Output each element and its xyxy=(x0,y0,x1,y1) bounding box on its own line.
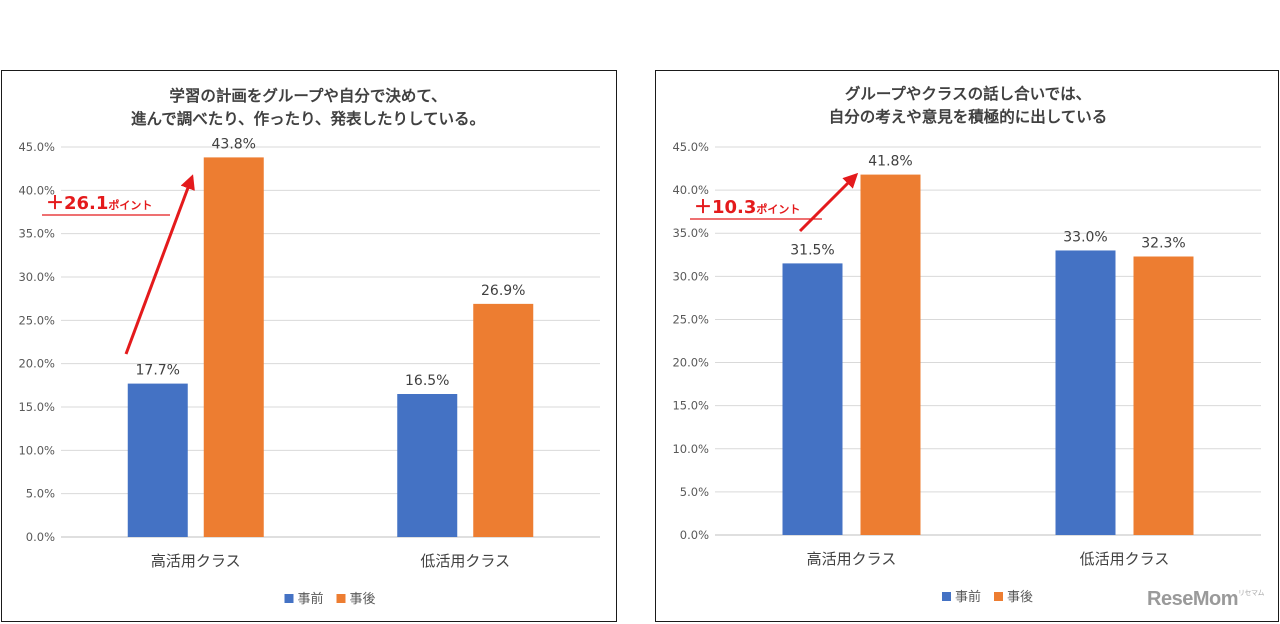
data-label: 32.3% xyxy=(1141,236,1185,252)
increase-label: ＋26.1ポイント xyxy=(46,193,152,214)
legend-swatch-after xyxy=(336,594,346,603)
y-tick-label: 25.0% xyxy=(18,313,55,327)
y-tick-label: 20.0% xyxy=(672,356,709,370)
legend-swatch-before xyxy=(284,594,294,603)
increase-annotation: ＋10.3ポイント xyxy=(694,197,800,218)
y-tick-label: 40.0% xyxy=(18,183,55,197)
y-tick-label: 5.0% xyxy=(26,487,55,501)
chart-panel-right: グループやクラスの話し合いでは、 自分の考えや意見を積極的に出している 0.0% 5.… xyxy=(655,70,1279,622)
data-label: 31.5% xyxy=(790,242,834,258)
y-tick-label: 20.0% xyxy=(18,357,55,371)
increase-arrow xyxy=(124,174,195,355)
chart-panel-left: 学習の計画をグループや自分で決めて、進んで調べたり、作ったり、発表したりしている… xyxy=(1,70,617,622)
category-label: 低活用クラス xyxy=(1080,550,1170,568)
increase-arrow xyxy=(798,172,859,233)
bar-after xyxy=(473,303,534,537)
y-tick-label: 35.0% xyxy=(672,226,709,240)
bar-after xyxy=(203,157,264,537)
data-label: 26.9% xyxy=(481,283,525,299)
category-label: 高活用クラス xyxy=(151,552,241,570)
y-tick-label: 45.0% xyxy=(672,140,709,154)
data-label: 41.8% xyxy=(868,154,912,170)
legend-label: 事前 xyxy=(298,591,324,607)
bar-after xyxy=(1133,256,1194,535)
data-label: 16.5% xyxy=(405,373,449,389)
bar-before xyxy=(782,263,843,535)
resemom-logo: ReseMomリセマム xyxy=(1147,588,1264,610)
y-tick-label: 40.0% xyxy=(672,183,709,197)
legend-swatch-before xyxy=(942,592,951,601)
y-tick-label: 15.0% xyxy=(18,400,55,414)
y-tick-label: 10.0% xyxy=(18,443,55,457)
y-tick-label: 45.0% xyxy=(18,140,55,154)
y-tick-label: 15.0% xyxy=(672,399,709,413)
chart-title-line: グループやクラスの話し合いでは、 xyxy=(845,84,1091,103)
y-tick-label: 10.0% xyxy=(672,442,709,456)
chart-title-line: 学習の計画をグループや自分で決めて、 xyxy=(169,86,446,105)
bar-before xyxy=(397,394,458,537)
increase-annotation: ＋26.1ポイント xyxy=(46,193,152,214)
legend-swatch-after xyxy=(994,592,1003,601)
data-label: 17.7% xyxy=(136,363,180,379)
chart-title-line: 進んで調べたり、作ったり、発表したりしている。 xyxy=(131,109,485,128)
legend-label: 事後 xyxy=(350,592,376,607)
category-label: 高活用クラス xyxy=(807,550,897,568)
legend-label: 事後 xyxy=(1007,590,1033,605)
bar-after xyxy=(860,174,921,535)
category-label: 低活用クラス xyxy=(420,552,510,570)
bar-before xyxy=(127,383,188,537)
y-tick-label: 0.0% xyxy=(680,528,709,542)
y-tick-label: 0.0% xyxy=(26,530,55,544)
y-tick-label: 5.0% xyxy=(680,485,709,499)
bar-before xyxy=(1055,250,1116,535)
y-tick-label: 25.0% xyxy=(672,312,709,326)
chart-title-line: 自分の考えや意見を積極的に出している xyxy=(829,107,1108,126)
y-tick-label: 30.0% xyxy=(672,269,709,283)
legend-label: 事前 xyxy=(955,589,981,605)
data-label: 33.0% xyxy=(1063,229,1107,245)
bar-chart-right: グループやクラスの話し合いでは、自分の考えや意見を積極的に出している 0.0% 5.… xyxy=(672,84,1261,605)
y-tick-label: 30.0% xyxy=(18,270,55,284)
data-label: 43.8% xyxy=(212,136,256,152)
y-tick-label: 35.0% xyxy=(18,227,55,241)
increase-label: ＋10.3ポイント xyxy=(694,197,800,218)
bar-chart-left: 学習の計画をグループや自分で決めて、進んで調べたり、作ったり、発表したりしている… xyxy=(18,86,600,607)
